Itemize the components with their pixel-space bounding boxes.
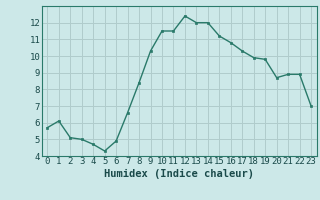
X-axis label: Humidex (Indice chaleur): Humidex (Indice chaleur) xyxy=(104,169,254,179)
